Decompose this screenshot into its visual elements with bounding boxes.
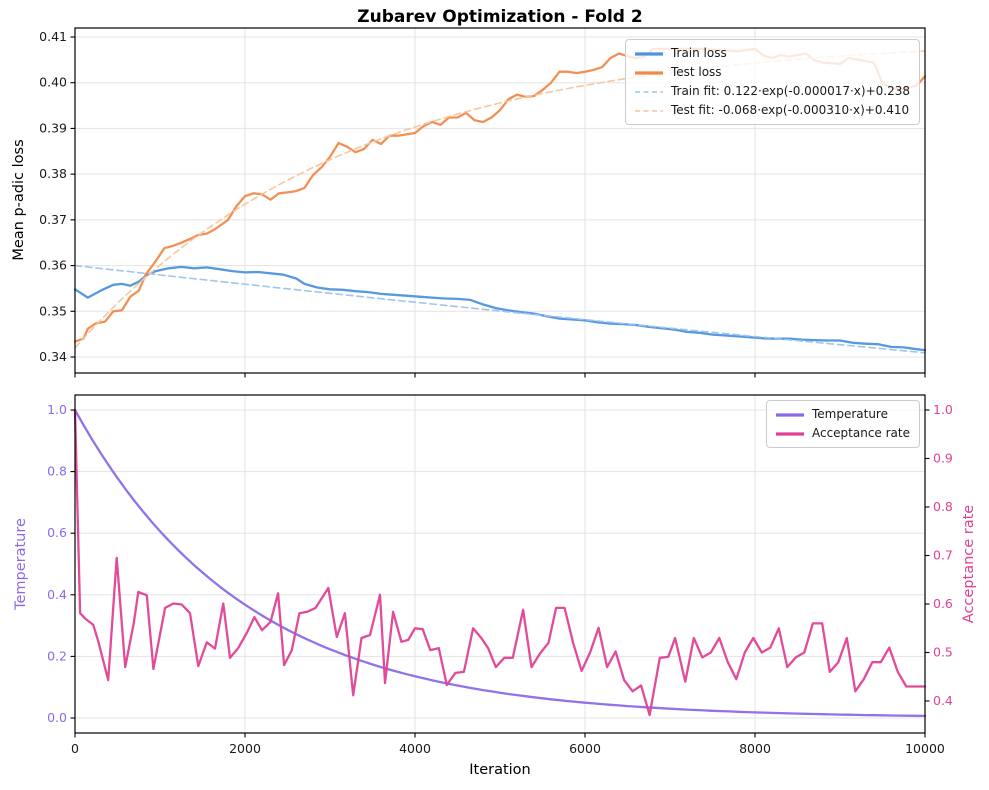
annealing-subplot-series-0 (73, 408, 927, 718)
ytick-label-right: 0.8 (933, 499, 953, 514)
ytick-label: 1.0 (47, 402, 67, 417)
ytick-label: 0.36 (39, 258, 67, 273)
train-fit-line-swatch (634, 90, 663, 93)
loss-subplot-series-2 (74, 264, 926, 354)
loss-subplot-ticks: 0.34 0.35 0.36 0.37 0.38 0.39 0.40 0.41 (39, 29, 926, 378)
ytick-label-right: 0.9 (933, 451, 953, 466)
ytick-label-right: 0.7 (933, 548, 953, 563)
loss-subplot-grid (74, 28, 926, 373)
xtick-label: 0 (71, 741, 79, 756)
loss-subplot-series-3 (74, 50, 926, 349)
ytick-label: 0.38 (39, 166, 67, 181)
ytick-label-right: 0.4 (933, 693, 953, 708)
ytick-label: 0.34 (39, 349, 67, 364)
test-loss-line-swatch (634, 70, 663, 75)
ytick-label-right: 1.0 (933, 402, 953, 417)
loss-subplot-spines (74, 27, 926, 374)
annealing-subplot-ticks: 0.0 0.2 0.4 0.6 0.8 1.0 0.4 0.5 0.6 0.7 0.8 0.9 1.0 0… (47, 402, 953, 756)
legend-label-train-loss: Train loss (670, 46, 727, 60)
annealing-subplot: 0.0 0.2 0.4 0.6 0.8 1.0 0.4 0.5 0.6 0.7 0.8 0.9 1.0 0… (47, 394, 953, 756)
legend-label-train-fit: Train fit: 0.122·exp(-0.000017·x)+0.238 (670, 84, 910, 98)
ytick-label: 0.41 (39, 29, 67, 44)
loss-legend: Train loss Test loss Train fit: 0.122·ex… (624, 39, 920, 125)
xtick-label: 2000 (229, 741, 261, 756)
xtick-label: 6000 (569, 741, 601, 756)
legend-label-temperature: Temperature (811, 407, 888, 421)
xtick-label: 4000 (399, 741, 431, 756)
legend-item-temperature: Temperature (775, 406, 910, 423)
legend-item-train-loss: Train loss (634, 45, 910, 62)
legend-label-test-loss: Test loss (670, 65, 722, 79)
xtick-label: 8000 (739, 741, 771, 756)
ytick-label: 0.39 (39, 120, 67, 135)
acceptance-line-swatch (775, 431, 804, 436)
annealing-subplot-spines (74, 394, 926, 734)
ytick-label-right: 0.6 (933, 596, 953, 611)
ytick-label: 0.6 (47, 525, 67, 540)
y-axis-label-acceptance: Acceptance rate (961, 504, 977, 624)
loss-subplot-series-0 (73, 265, 927, 352)
temperature-line-swatch (775, 412, 804, 417)
y-axis-label-temperature: Temperature (13, 518, 29, 610)
annealing-legend: Temperature Acceptance rate (765, 400, 920, 448)
x-axis-label-iteration: Iteration (469, 762, 531, 778)
ytick-label: 0.2 (47, 648, 67, 663)
xtick-label: 10000 (905, 741, 945, 756)
ytick-label: 0.37 (39, 212, 67, 227)
test-fit-line-swatch (634, 109, 663, 112)
ytick-label-right: 0.5 (933, 645, 953, 660)
legend-item-acceptance: Acceptance rate (775, 425, 910, 442)
ytick-label: 0.8 (47, 464, 67, 479)
legend-item-train-fit: Train fit: 0.122·exp(-0.000017·x)+0.238 (634, 83, 910, 100)
ytick-label: 0.40 (39, 75, 67, 90)
annealing-subplot-series-1 (73, 408, 927, 717)
legend-label-test-fit: Test fit: -0.068·exp(-0.000310·x)+0.410 (670, 103, 910, 117)
legend-item-test-fit: Test fit: -0.068·exp(-0.000310·x)+0.410 (634, 102, 910, 119)
train-loss-line-swatch (634, 51, 663, 56)
legend-item-test-loss: Test loss (634, 64, 910, 81)
chart-title: Zubarev Optimization - Fold 2 (357, 7, 643, 27)
ytick-label: 0.0 (47, 710, 67, 725)
ytick-label: 0.35 (39, 303, 67, 318)
legend-label-acceptance: Acceptance rate (811, 426, 910, 440)
annealing-subplot-grid (74, 395, 926, 733)
y-axis-label-loss: Mean p-adic loss (11, 139, 27, 261)
ytick-label: 0.4 (47, 587, 67, 602)
